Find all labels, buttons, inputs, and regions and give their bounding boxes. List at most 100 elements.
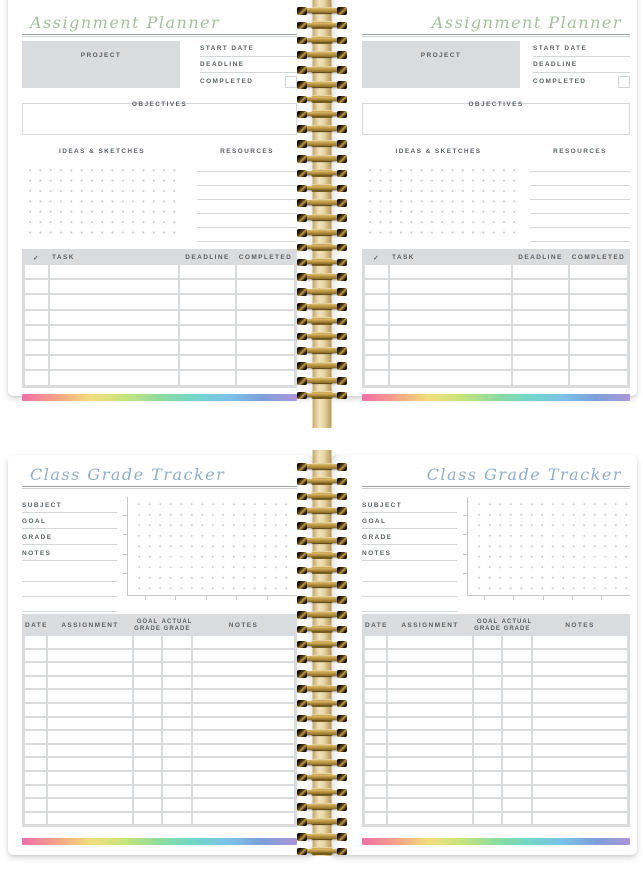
coil-end-left [297,155,307,163]
coil-end-right [337,125,347,133]
coil-wire [300,259,344,265]
spiral-coil [297,361,347,370]
table-cell [388,703,472,716]
spiral-coil [297,492,347,501]
spiral-coil [297,699,347,708]
table-cell [48,676,132,689]
table-cell [163,812,191,825]
coil-end-right [337,317,347,326]
goal-label: GOAL [362,518,387,525]
table-cell [25,325,48,339]
spiral-coil [297,169,347,178]
table-cell [237,340,294,355]
spiral-coil [297,640,347,649]
table-cell [50,265,178,279]
table-cell [25,280,48,294]
table-cell [503,663,531,675]
coil-end-left [297,818,307,826]
table-cell [388,717,472,730]
coil-end-right [337,670,347,678]
ideas-dot-grid [362,162,515,238]
grade-tracker-page-right: Class Grade Tracker SUBJECT GOAL GRADE N… [330,455,637,855]
task-table-body [365,265,627,385]
table-cell [163,717,191,730]
table-cell [193,785,294,798]
y-axis-tick [463,514,467,516]
table-cell [25,356,48,370]
table-cell [533,703,627,716]
coil-end-right [337,773,347,782]
resource-line [197,158,297,172]
table-cell [388,812,472,825]
coil-end-left [297,258,307,267]
table-cell [25,310,48,324]
coil-end-left [297,744,307,752]
coil-end-right [337,7,347,15]
table-cell [180,295,235,309]
coil-end-left [297,214,307,222]
table-cell [163,663,191,675]
table-cell [533,812,627,825]
coil-end-left [297,551,307,560]
coil-wire [300,392,344,398]
coil-end-right [337,258,347,267]
coil-end-right [337,640,347,649]
coil-end-left [297,833,307,841]
goal-grade-column-header: GOAL GRADE [474,618,501,632]
coil-end-right [337,596,347,604]
coil-wire [300,67,344,72]
spiral-coil [297,272,347,281]
goal-grade-column-header: GOAL GRADE [134,618,161,632]
table-cell [513,325,568,339]
ideas-dot-grid [22,162,182,238]
rainbow-stripe [362,393,630,401]
table-cell [365,371,388,385]
spiral-coil [297,95,347,104]
deadline-field: DEADLINE [533,57,630,73]
coil-wire [300,760,344,765]
table-cell [533,636,627,648]
coil-end-left [297,611,307,619]
coil-end-left [297,391,307,400]
coil-end-right [337,214,347,222]
grade-label: GRADE [22,534,53,541]
table-cell [163,731,191,743]
table-cell [388,771,472,784]
coil-end-left [297,243,307,252]
x-axis-tick [144,596,146,600]
title-underline [22,34,297,37]
page-title: Class Grade Tracker [30,465,226,484]
spiral-coil [297,184,347,193]
start-date-label: START DATE [200,45,255,52]
table-cell [513,280,568,294]
coil-wire [300,82,344,87]
page-title: Assignment Planner [30,13,221,32]
table-cell [503,636,531,648]
actual-grade-column-header: ACTUAL GRADE [161,618,193,632]
coil-end-left [297,317,307,326]
spiral-coil [297,714,347,723]
grade-table: DATE ASSIGNMENT GOAL GRADE ACTUAL GRADE … [22,614,297,828]
table-cell [390,280,511,294]
coil-end-left [297,7,307,15]
table-cell [388,744,472,757]
note-line [22,597,117,612]
note-line [362,582,457,597]
table-cell [48,690,132,702]
coil-end-left [297,640,307,649]
x-axis-tick [484,596,486,600]
table-cell [180,325,235,339]
table-cell [48,731,132,743]
table-cell [134,771,161,784]
table-cell [474,636,501,648]
spiral-coil [297,817,347,826]
table-cell [237,325,294,339]
rainbow-stripe [22,838,297,846]
spiral-coil [297,21,347,30]
x-axis-tick [542,596,544,600]
coil-wire [300,715,344,721]
coil-end-left [297,729,307,737]
coil-wire [300,508,344,513]
table-cell [25,663,46,675]
coil-wire [300,538,344,543]
